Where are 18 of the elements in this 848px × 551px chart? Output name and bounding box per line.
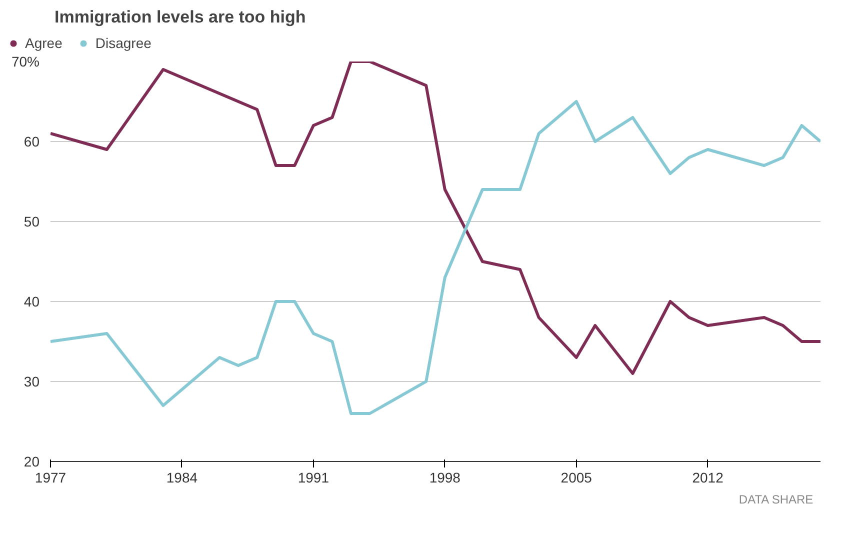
x-tick-label: 1977 [34,470,66,486]
y-tick-label: 30 [24,374,40,390]
x-tick-label: 1998 [429,470,461,486]
legend-label: Agree [25,35,62,51]
y-tick-label: 50 [24,214,40,230]
x-tick-label: 1991 [298,470,330,486]
y-tick-label: 40 [24,294,40,310]
x-tick-label: 2012 [692,470,724,486]
y-tick-label: 20 [24,454,40,470]
text: DATA SHARE [738,492,814,506]
y-tick-label: 60 [24,134,40,150]
x-tick-label: 1984 [166,470,198,486]
chart-title: Immigration levels are too high [54,8,306,26]
line-series [50,62,820,375]
x-tick-label: 2005 [560,470,592,486]
line-series [50,100,820,415]
y-tick-label: 70% [11,54,40,70]
legend-label: Disagree [95,35,152,51]
